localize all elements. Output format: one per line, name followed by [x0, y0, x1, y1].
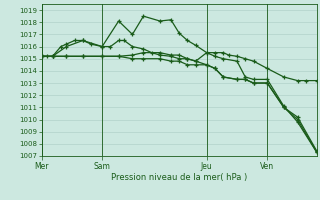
X-axis label: Pression niveau de la mer( hPa ): Pression niveau de la mer( hPa ): [111, 173, 247, 182]
